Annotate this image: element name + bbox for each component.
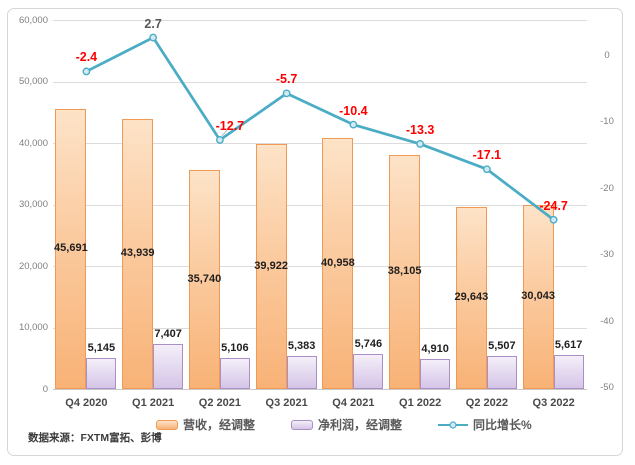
profit-value-label: 5,106 — [221, 342, 249, 355]
x-axis-label: Q2 2022 — [465, 397, 508, 409]
growth-point-label: -17.1 — [472, 148, 502, 163]
profit-value-label: 7,407 — [154, 327, 182, 340]
revenue-swatch-icon — [156, 419, 178, 430]
revenue-value-label: 43,939 — [120, 247, 155, 260]
legend-label: 营收，经调整 — [183, 418, 256, 432]
growth-point-label: -5.7 — [275, 72, 298, 87]
profit-bar — [286, 356, 317, 390]
left-axis-tick-label: 40,000 — [18, 137, 48, 149]
left-axis-tick-label: 0 — [42, 383, 48, 395]
left-axis-tick-label: 50,000 — [18, 76, 48, 87]
left-axis-tick-label: 60,000 — [18, 14, 48, 26]
source-note: 数据来源：FXTM富拓、彭博 — [28, 432, 162, 444]
x-axis-label: Q1 2021 — [132, 397, 175, 409]
revenue-value-label: 29,643 — [454, 291, 489, 304]
revenue-value-label: 40,958 — [321, 256, 355, 269]
gridline — [53, 266, 587, 267]
revenue-bar — [55, 108, 87, 390]
right-axis-tick-label: -30 — [600, 249, 614, 260]
gridline — [53, 81, 587, 83]
profit-bar — [219, 358, 250, 390]
profit-bar — [486, 355, 517, 390]
gridline — [53, 20, 587, 21]
legend-label: 同比增长% — [473, 418, 532, 432]
gridline — [53, 389, 587, 390]
revenue-bar — [522, 204, 554, 390]
profit-bar — [353, 354, 384, 390]
x-axis-label: Q3 2021 — [265, 397, 308, 409]
right-axis-tick-label: -20 — [600, 182, 614, 194]
profit-swatch-icon — [291, 419, 314, 430]
profit-bar — [420, 359, 451, 390]
growth-point-label: -13.3 — [405, 122, 435, 137]
right-axis-tick-label: 0 — [604, 49, 610, 61]
x-axis-label: Q1 2022 — [399, 397, 442, 409]
x-axis-label: Q2 2021 — [198, 397, 241, 409]
growth-point-label: -10.4 — [339, 103, 368, 118]
legend: 营收，经调整 净利润，经调整 同比增长% — [156, 416, 532, 433]
profit-value-label: 5,383 — [287, 340, 316, 353]
legend-item-growth: 同比增长% — [438, 416, 532, 433]
legend-item-revenue: 营收，经调整 — [156, 416, 255, 433]
revenue-value-label: 35,740 — [187, 272, 222, 285]
profit-bar — [153, 343, 184, 390]
x-axis-label: Q4 2021 — [332, 397, 375, 409]
profit-bar — [86, 357, 117, 390]
revenue-value-label: 38,105 — [387, 265, 422, 278]
profit-bar — [553, 354, 584, 390]
left-axis-tick-label: 10,000 — [18, 322, 48, 333]
revenue-value-label: 30,043 — [521, 290, 555, 303]
legend-label: 净利润，经调整 — [318, 418, 403, 432]
left-axis-tick-label: 20,000 — [18, 260, 48, 272]
legend-item-profit: 净利润，经调整 — [291, 416, 402, 433]
growth-point-label: -12.7 — [215, 118, 245, 133]
revenue-bar — [455, 207, 487, 390]
revenue-value-label: 45,691 — [54, 242, 88, 254]
profit-value-label: 4,910 — [421, 343, 449, 356]
line-swatch-icon — [438, 420, 469, 429]
growth-point-label: -24.7 — [539, 198, 568, 213]
right-axis-tick-label: -10 — [600, 116, 614, 127]
growth-point-label: -2.4 — [75, 50, 98, 65]
profit-value-label: 5,507 — [488, 339, 516, 352]
profit-value-label: 5,746 — [354, 338, 383, 351]
left-axis-tick-label: 30,000 — [18, 199, 48, 210]
right-axis-tick-label: -40 — [600, 315, 614, 327]
profit-value-label: 5,145 — [87, 341, 116, 354]
profit-value-label: 5,617 — [554, 338, 583, 351]
x-axis-label: Q3 2022 — [532, 397, 575, 409]
x-axis-label: Q4 2020 — [65, 397, 108, 409]
growth-point-label: 2.7 — [144, 16, 162, 31]
gridline — [53, 327, 587, 329]
revenue-value-label: 39,922 — [254, 259, 288, 272]
right-axis-tick-label: -50 — [600, 382, 614, 393]
